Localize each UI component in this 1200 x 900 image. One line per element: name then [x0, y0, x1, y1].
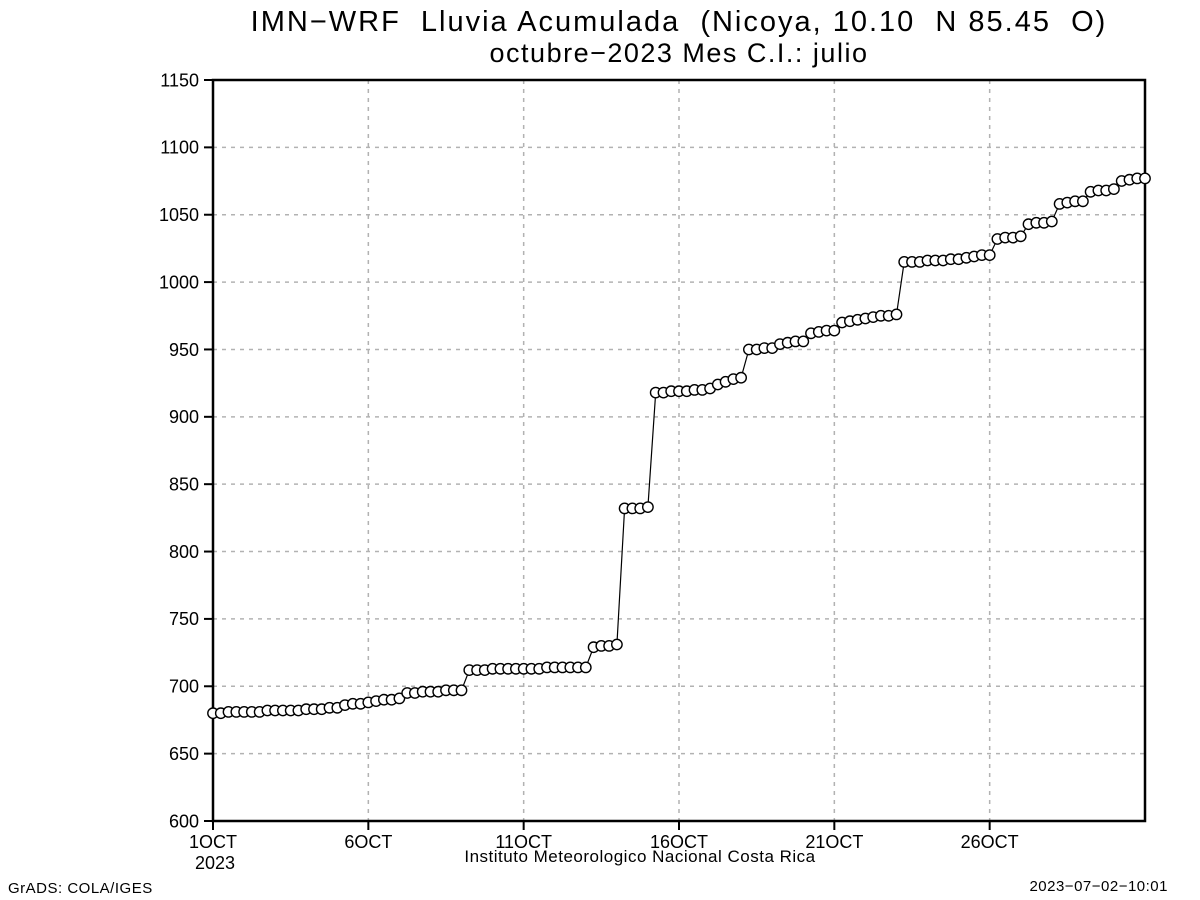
y-tick-label: 650 — [169, 744, 199, 764]
x-tick-label: 1OCT — [189, 832, 237, 852]
y-tick-label: 1000 — [159, 272, 199, 292]
y-tick-label: 600 — [169, 811, 199, 831]
data-point-marker — [1045, 215, 1058, 228]
y-tick-label: 1100 — [160, 138, 199, 158]
chart-title: IMN−WRF Lluvia Acumulada (Nicoya, 10.10 … — [250, 6, 1108, 38]
data-point-marker — [579, 661, 592, 674]
x-tick-label: 26OCT — [961, 832, 1019, 852]
data-point-marker — [1108, 183, 1120, 196]
data-point-marker — [393, 692, 406, 705]
data-point-marker — [735, 371, 747, 384]
y-tick-label: 800 — [169, 542, 199, 562]
data-point-marker — [611, 638, 623, 651]
data-point-marker — [983, 249, 996, 262]
y-tick-label: 750 — [169, 609, 199, 629]
data-point-marker — [455, 684, 468, 697]
x-axis-caption: Instituto Meteorologico Nacional Costa R… — [464, 847, 816, 866]
grads-credit-label: GrADS: COLA/IGES — [8, 880, 153, 897]
x-tick-label: 6OCT — [344, 832, 392, 852]
data-point-marker — [828, 324, 841, 337]
y-tick-label: 950 — [169, 340, 199, 360]
chart-subtitle: octubre−2023 Mes C.I.: julio — [489, 38, 869, 68]
data-point-marker — [890, 308, 903, 321]
x-tick-sublabel: 2023 — [195, 853, 235, 873]
y-tick-label: 1150 — [160, 70, 199, 90]
data-point-marker — [1139, 172, 1151, 185]
y-tick-label: 850 — [169, 474, 199, 494]
data-point-marker — [1077, 195, 1089, 208]
creation-timestamp: 2023−07−02−10:01 — [1029, 878, 1168, 895]
y-tick-label: 900 — [169, 407, 199, 427]
y-tick-label: 1050 — [159, 205, 199, 225]
data-point-marker — [1014, 230, 1027, 243]
plot-frame — [211, 78, 1147, 823]
data-point-marker — [797, 335, 810, 348]
data-point-marker — [642, 501, 654, 513]
x-tick-label: 16OCT — [650, 832, 708, 852]
x-tick-label: 21OCT — [805, 832, 863, 852]
x-tick-label: 11OCT — [495, 832, 552, 852]
y-tick-label: 700 — [169, 677, 199, 697]
